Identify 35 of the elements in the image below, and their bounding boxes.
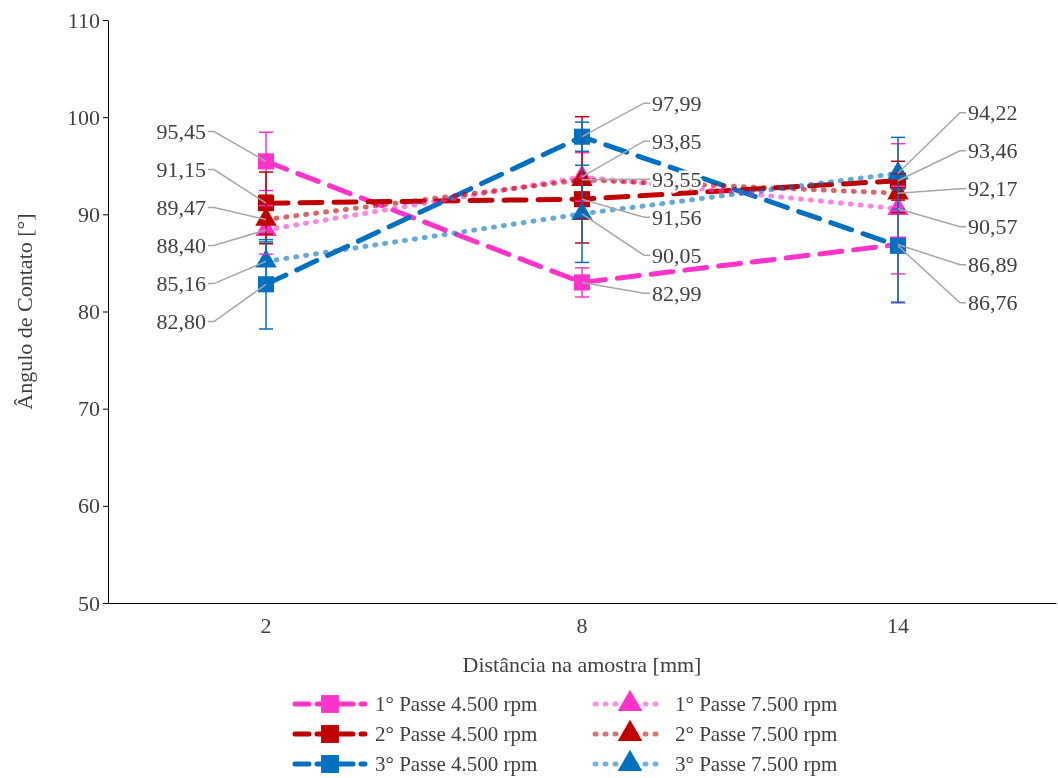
y-tick-label: 50 <box>78 590 100 616</box>
y-tick-label: 80 <box>78 299 100 325</box>
data-label: 82,80 <box>156 309 206 335</box>
y-tick-label: 110 <box>67 7 100 33</box>
data-label: 95,45 <box>156 119 206 145</box>
legend-label: 3° Passe 4.500 rpm <box>375 752 538 777</box>
data-label: 86,76 <box>968 290 1018 316</box>
y-tick-label: 70 <box>78 396 100 422</box>
legend-label: 1° Passe 4.500 rpm <box>375 692 538 717</box>
data-label: 91,56 <box>652 204 702 230</box>
y-tick-label: 100 <box>67 104 100 130</box>
legend-label: 1° Passe 7.500 rpm <box>675 692 838 717</box>
y-tick-label: 60 <box>78 493 100 519</box>
y-axis-title: Ângulo de Contato [°] <box>12 213 37 410</box>
data-label: 92,17 <box>968 176 1018 202</box>
data-label: 90,57 <box>968 214 1018 240</box>
legend-label: 2° Passe 7.500 rpm <box>675 722 838 747</box>
data-label: 85,16 <box>156 271 206 297</box>
legend-label: 3° Passe 7.500 rpm <box>675 752 838 777</box>
x-tick-label: 14 <box>887 612 909 638</box>
data-label: 91,15 <box>156 157 206 183</box>
data-label: 82,99 <box>652 280 702 306</box>
y-tick-label: 90 <box>78 201 100 227</box>
legend-label: 2° Passe 4.500 rpm <box>375 722 538 747</box>
data-label: 94,22 <box>968 100 1018 126</box>
x-tick-label: 2 <box>260 612 272 638</box>
data-label: 97,99 <box>652 90 702 116</box>
x-tick-label: 8 <box>576 612 588 638</box>
data-label: 86,89 <box>968 252 1018 278</box>
data-label: 93,46 <box>968 138 1018 164</box>
data-label: 93,85 <box>652 128 702 154</box>
data-label: 89,47 <box>156 195 206 221</box>
data-label: 90,05 <box>652 242 702 268</box>
data-label: 88,40 <box>156 233 206 259</box>
x-axis-title: Distância na amostra [mm] <box>462 652 702 677</box>
